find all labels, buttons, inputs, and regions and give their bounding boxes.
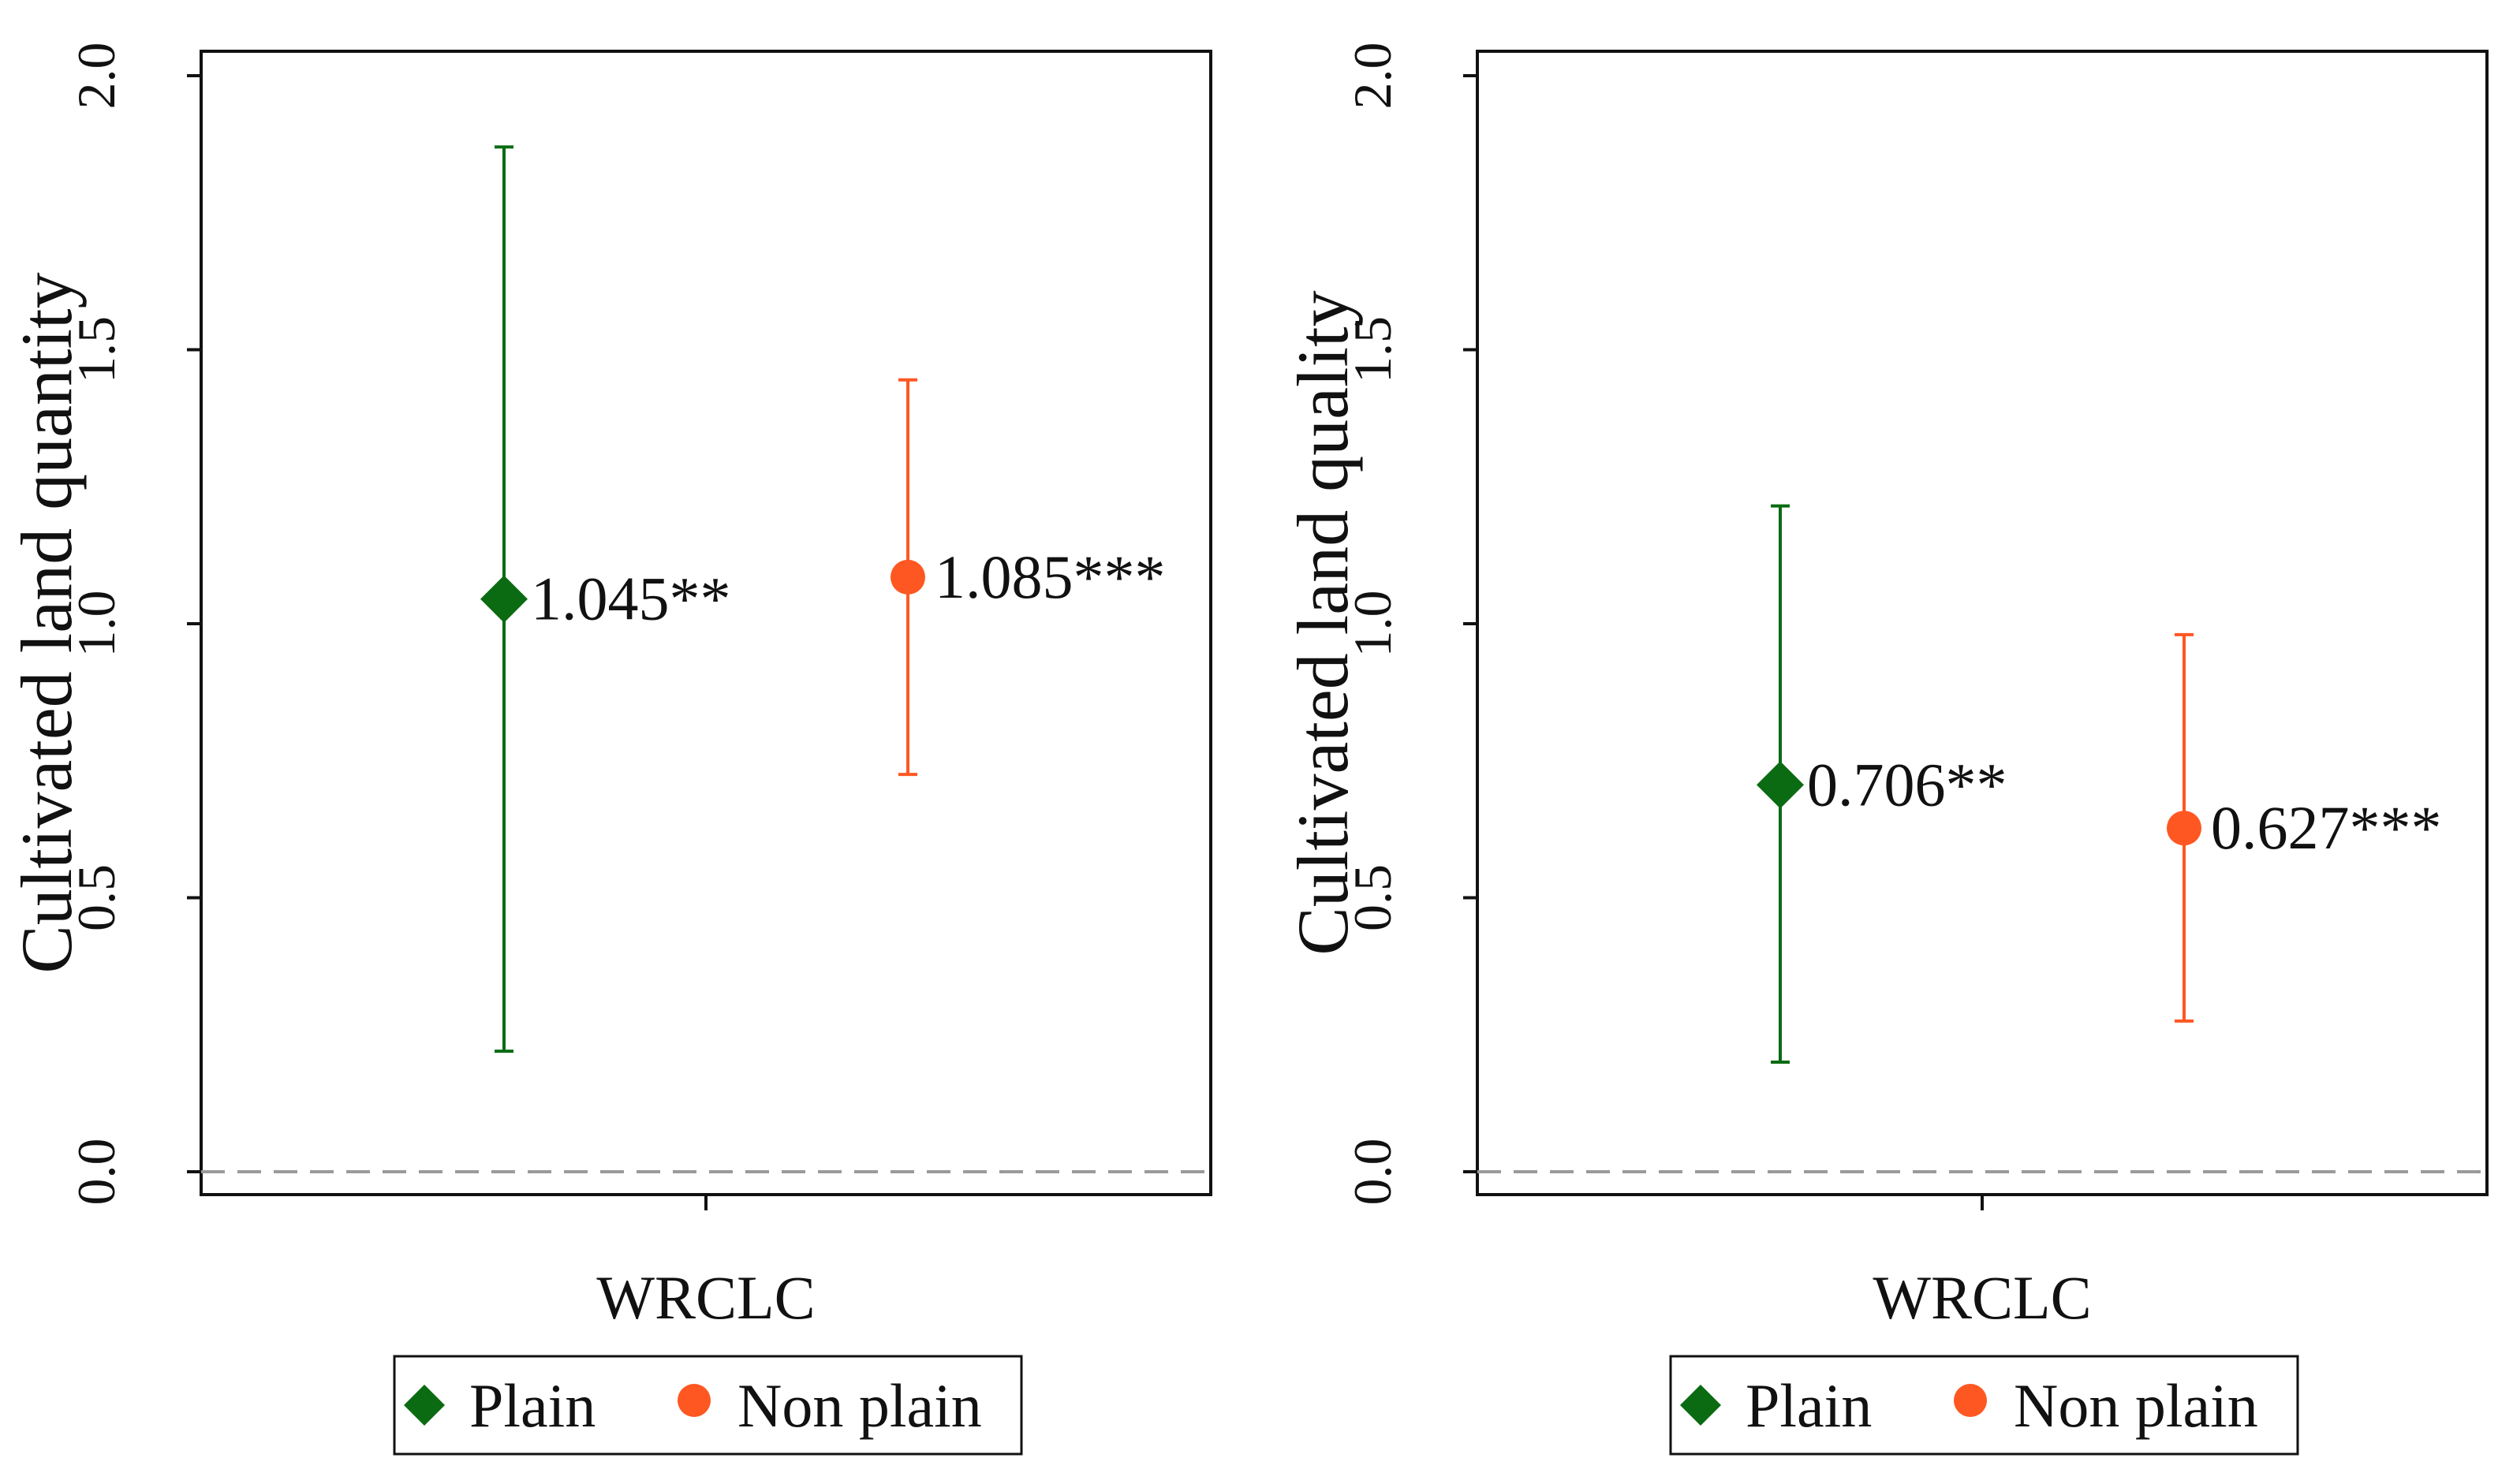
y-tick-label: 1.5 bbox=[1342, 316, 1402, 383]
y-tick-label: 0.0 bbox=[1342, 1139, 1402, 1206]
estimate-label: 0.627*** bbox=[2211, 793, 2442, 862]
point-estimate-plain bbox=[480, 575, 528, 623]
y-tick-label: 1.0 bbox=[66, 591, 126, 658]
x-axis-title: WRCLC bbox=[1873, 1263, 2091, 1332]
y-axis-title: Cultivated land quality bbox=[1283, 290, 1363, 955]
legend-label-plain: Plain bbox=[469, 1371, 596, 1440]
y-tick-label: 0.5 bbox=[1342, 864, 1402, 931]
estimate-label: 1.045** bbox=[531, 565, 731, 633]
legend-marker-plain bbox=[404, 1385, 445, 1426]
y-tick-label: 0.5 bbox=[66, 864, 126, 931]
y-tick-label: 2.0 bbox=[66, 43, 126, 110]
legend-label-non-plain: Non plain bbox=[2014, 1371, 2258, 1440]
legend-marker-non-plain bbox=[1954, 1384, 1987, 1417]
point-estimate-non-plain bbox=[891, 559, 925, 595]
legend: Plain Non plain bbox=[393, 1355, 1023, 1456]
estimate-label: 0.706** bbox=[1807, 750, 2007, 818]
x-axis-title: WRCLC bbox=[596, 1263, 815, 1332]
y-tick-label: 1.0 bbox=[1342, 591, 1402, 658]
legend-marker-plain bbox=[1680, 1385, 1721, 1426]
y-axis-title: Cultivated land quantity bbox=[6, 272, 87, 973]
plot-frame bbox=[1476, 50, 2489, 1196]
y-tick-label: 1.5 bbox=[66, 316, 126, 383]
point-estimate-plain bbox=[1757, 761, 1804, 809]
y-tick-label: 2.0 bbox=[1342, 43, 1402, 110]
legend-marker-non-plain bbox=[678, 1384, 711, 1417]
estimate-label: 1.085*** bbox=[935, 543, 1166, 611]
chart-panel-1: 0.0 0.5 1.0 1.5 2.0 Cultivated land quantity W… bbox=[6, 43, 1212, 1456]
chart-panel-2: 0.0 0.5 1.0 1.5 2.0 Cultivated land quality WR… bbox=[1283, 43, 2489, 1456]
legend: Plain Non plain bbox=[1669, 1355, 2299, 1456]
legend-label-plain: Plain bbox=[1746, 1371, 1872, 1440]
y-tick-label: 0.0 bbox=[66, 1139, 126, 1206]
legend-label-non-plain: Non plain bbox=[737, 1371, 982, 1440]
point-estimate-non-plain bbox=[2167, 811, 2201, 846]
